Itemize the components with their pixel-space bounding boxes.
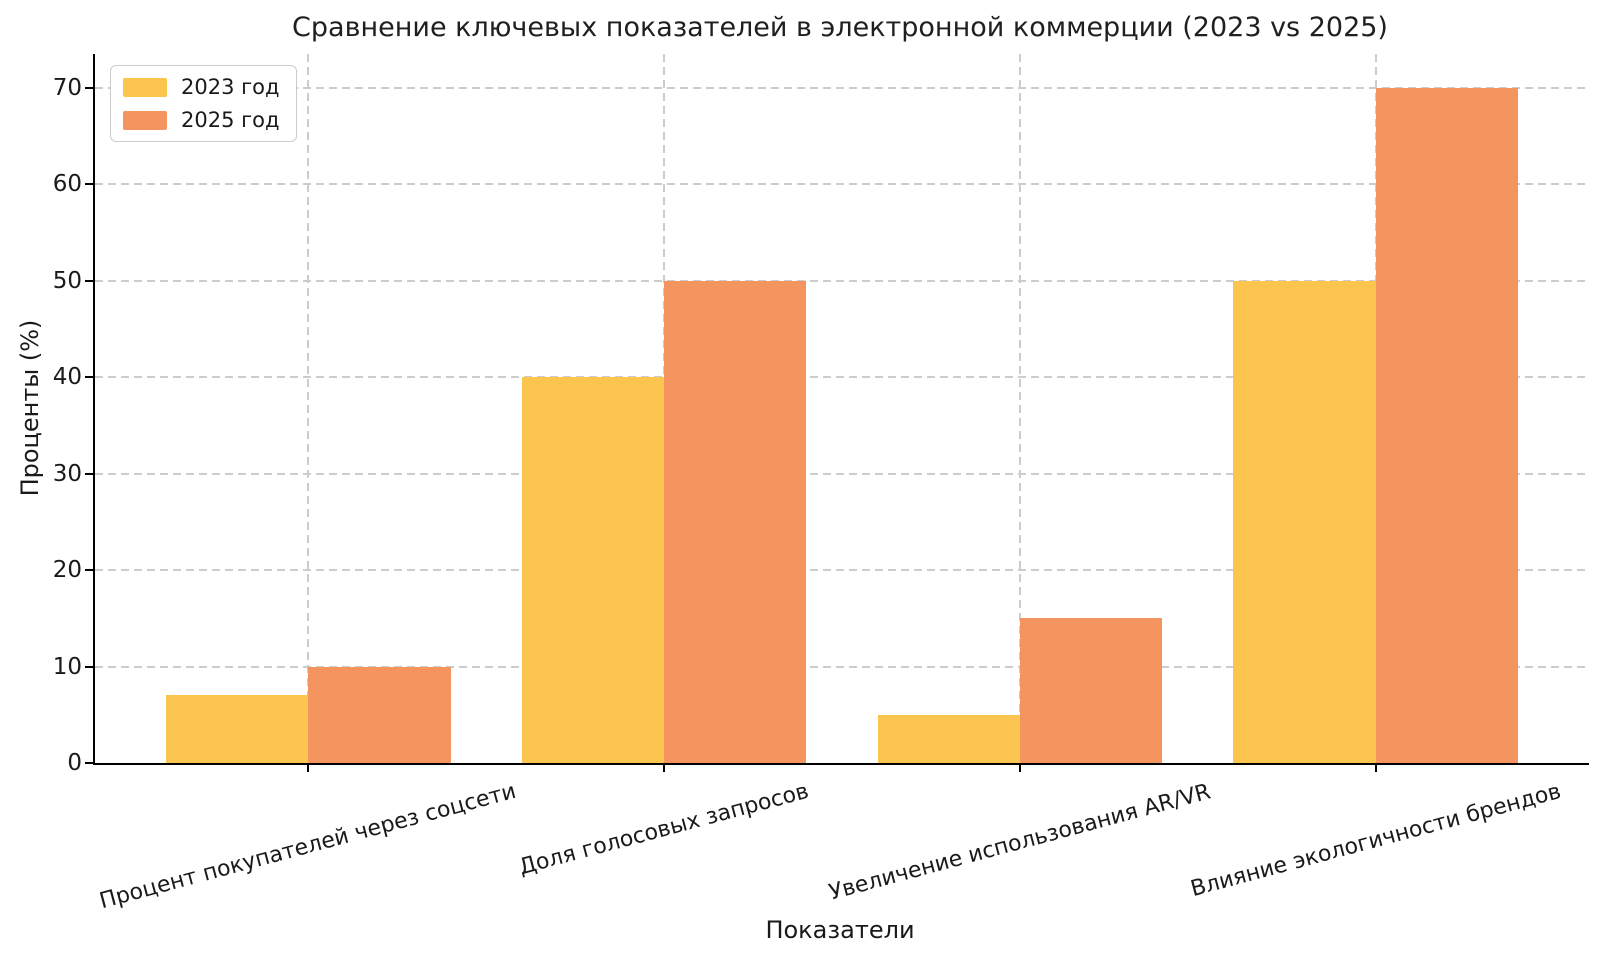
y-tickmark-50 bbox=[85, 279, 94, 282]
gridline-h-70 bbox=[95, 86, 1589, 89]
y-tickmark-30 bbox=[85, 472, 94, 475]
legend-item-2023: 2023 год bbox=[123, 75, 280, 99]
bar-2025-0 bbox=[308, 666, 451, 763]
chart-title: Сравнение ключевых показателей в электро… bbox=[292, 12, 1388, 43]
y-tick-label-0: 0 bbox=[67, 750, 82, 776]
x-tick-label-3: Влияние экологичности брендов bbox=[1187, 778, 1564, 903]
y-tickmark-20 bbox=[85, 569, 94, 572]
x-tickmark-3 bbox=[1374, 763, 1377, 772]
y-tick-label-20: 20 bbox=[52, 557, 82, 584]
y-tick-label-30: 30 bbox=[52, 460, 82, 487]
y-tick-label-70: 70 bbox=[52, 74, 82, 101]
legend: 2023 год 2025 год bbox=[110, 65, 297, 142]
bar-2025-3 bbox=[1375, 87, 1518, 763]
y-tick-label-60: 60 bbox=[52, 171, 82, 198]
legend-swatch-2025 bbox=[123, 110, 167, 130]
gridline-h-30 bbox=[95, 472, 1589, 475]
legend-item-2025: 2025 год bbox=[123, 108, 280, 132]
x-tick-label-0: Процент покупателей через соцсети bbox=[97, 778, 520, 915]
gridline-h-10 bbox=[95, 665, 1589, 668]
gridline-h-40 bbox=[95, 376, 1589, 379]
legend-swatch-2023 bbox=[123, 77, 167, 97]
gridline-v-0 bbox=[307, 54, 310, 763]
bar-2023-2 bbox=[877, 714, 1020, 763]
legend-label-2025: 2025 год bbox=[181, 108, 280, 132]
gridline-h-20 bbox=[95, 569, 1589, 572]
bar-2025-2 bbox=[1019, 618, 1163, 763]
gridline-h-60 bbox=[95, 183, 1589, 186]
plot-area: 2023 год 2025 год 0 10 20 30 40 50 60 70 Процент… bbox=[53, 54, 1589, 914]
x-tick-label-1: Доля голосовых запросов bbox=[516, 778, 812, 881]
y-tickmark-60 bbox=[85, 183, 94, 186]
y-tick-label-40: 40 bbox=[52, 364, 82, 391]
gridline-h-50 bbox=[95, 279, 1589, 282]
y-tickmark-70 bbox=[85, 86, 94, 89]
y-tick-label-10: 10 bbox=[52, 653, 82, 680]
x-tickmark-2 bbox=[1018, 763, 1021, 772]
x-tick-label-2: Увеличение использования AR/VR bbox=[826, 778, 1214, 906]
x-axis-label: Показатели bbox=[765, 916, 915, 944]
x-tickmark-0 bbox=[307, 763, 310, 772]
bar-2023-1 bbox=[521, 377, 665, 763]
y-tickmark-40 bbox=[85, 376, 94, 379]
y-tickmark-0 bbox=[85, 762, 94, 764]
bar-2023-0 bbox=[166, 695, 309, 763]
bar-2025-1 bbox=[664, 280, 807, 763]
gridline-v-2 bbox=[1018, 54, 1021, 763]
bar-2023-3 bbox=[1233, 280, 1376, 763]
y-tick-label-50: 50 bbox=[52, 267, 82, 294]
y-tickmark-10 bbox=[85, 665, 94, 668]
x-tickmark-1 bbox=[663, 763, 666, 772]
legend-label-2023: 2023 год bbox=[181, 75, 280, 99]
